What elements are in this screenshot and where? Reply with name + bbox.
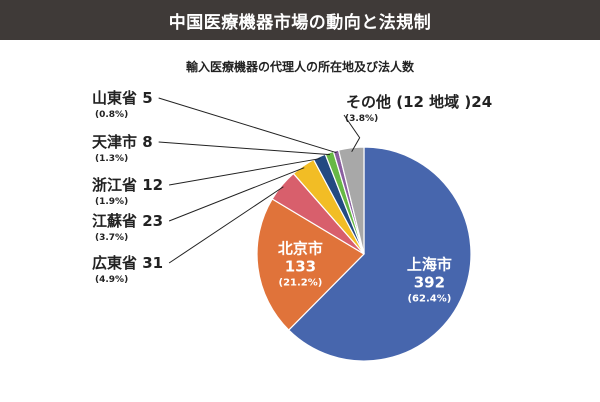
slice-4-percent-label: (3.7%) bbox=[95, 233, 128, 243]
slice-5-percent-label: (1.9%) bbox=[95, 197, 128, 207]
slice-2-percent-label: (21.2%) bbox=[279, 278, 323, 289]
slice-3-percent-label: (4.9%) bbox=[95, 275, 128, 285]
slice-7-label: 山東省 5 bbox=[92, 89, 153, 107]
slice-7-leader-line bbox=[158, 97, 337, 154]
pie-slices bbox=[256, 146, 472, 362]
slice-1-percent-label: (62.4%) bbox=[407, 294, 451, 305]
slice-8-percent-label: (3.8%) bbox=[345, 114, 378, 124]
slice-8 bbox=[337, 146, 365, 255]
slice-7-percent-label: (0.8%) bbox=[95, 110, 128, 120]
chart-title: 輸入医療機器の代理人の所在地及び法人数 bbox=[185, 60, 414, 74]
slice-5-label: 浙江省 12 bbox=[92, 176, 163, 194]
slice-8-leader-line bbox=[343, 114, 361, 152]
slice-1-name-label: 上海市 bbox=[407, 256, 452, 274]
slice-1 bbox=[287, 146, 472, 362]
slice-2 bbox=[256, 198, 365, 331]
leader-lines bbox=[158, 97, 361, 264]
slice-3-leader-line bbox=[168, 186, 284, 264]
header-title: 中国医療機器市場の動向と法規制 bbox=[168, 12, 432, 33]
slice-8-label: その他 (12 地域 )24 bbox=[346, 93, 492, 111]
slice-6-label: 天津市 8 bbox=[92, 133, 153, 151]
slice-3-label: 広東省 31 bbox=[92, 254, 163, 272]
slice-4-leader-line bbox=[168, 167, 305, 222]
slice-6-leader-line bbox=[158, 141, 330, 156]
slice-5-leader-line bbox=[169, 158, 321, 186]
slice-2-value-label: 133 bbox=[285, 258, 316, 276]
header-bar: 中国医療機器市場の動向と法規制 bbox=[0, 0, 600, 40]
slice-1-value-label: 392 bbox=[414, 274, 445, 292]
slice-6-percent-label: (1.3%) bbox=[95, 154, 128, 164]
slice-4-label: 江蘇省 23 bbox=[92, 212, 163, 230]
slice-2-name-label: 北京市 bbox=[278, 240, 323, 258]
